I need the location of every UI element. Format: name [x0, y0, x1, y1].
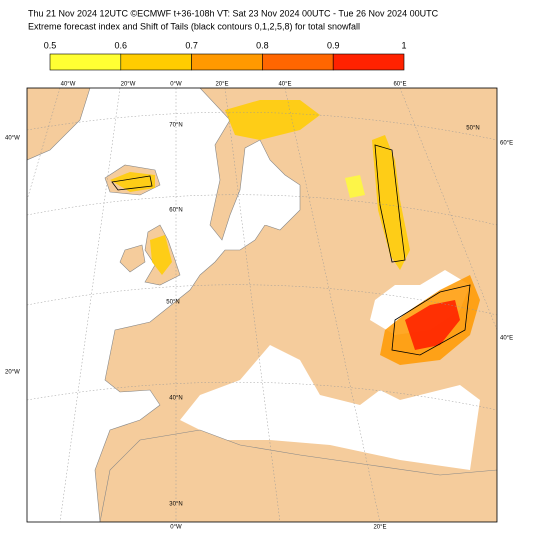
index-area: [405, 300, 460, 350]
graticule-label: 30°N: [169, 502, 182, 508]
colorbar-tick-label: 0.9: [327, 40, 340, 50]
header-line: Thu 21 Nov 2024 12UTC ©ECMWF t+36-108h V…: [28, 8, 439, 18]
graticule-label: 50°N: [466, 126, 479, 132]
graticule-label: 20°E: [373, 525, 386, 531]
water-mediterranean: [180, 345, 480, 470]
graticule-label: 40°W: [5, 136, 20, 142]
colorbar-tick-label: 0.6: [115, 40, 128, 50]
water-baltic: [250, 185, 290, 225]
colorbar-segment: [191, 53, 263, 71]
graticule-label: 40°W: [61, 82, 76, 88]
graticule-label: 60°E: [500, 141, 513, 147]
map-frame: [26, 87, 498, 523]
graticule-label: 20°E: [215, 82, 228, 88]
map: [26, 87, 498, 523]
index-area: [345, 175, 365, 198]
sot-contour: [111, 144, 471, 356]
index-area: [225, 100, 320, 140]
graticule-label: 20°W: [121, 82, 136, 88]
graticule-label: 50°N: [166, 300, 179, 306]
colorbar-segment: [49, 53, 122, 71]
colorbar-tick-label: 0.8: [256, 40, 269, 50]
graticule-label: 40°N: [169, 396, 182, 402]
land-africa: [99, 429, 497, 522]
graticule-label: 0°W: [170, 525, 182, 531]
land-greenland: [27, 88, 91, 161]
graticule-label: 0°W: [170, 82, 182, 88]
colorbar-tick-label: 1: [401, 40, 406, 50]
graticule-labels: 40°W 20°W 0°W 20°E 40°E 60°E 40°W 20°W 60°E 40°E 0…: [5, 82, 513, 531]
colorbar-tick-label: 0.5: [44, 40, 57, 50]
graticule-label: 40°E: [500, 336, 513, 342]
graticule-label: 70°N: [169, 123, 182, 129]
colorbar-segment: [120, 53, 192, 71]
header-line: Extreme forecast index and Shift of Tail…: [28, 21, 360, 31]
graticule-label: 20°W: [5, 370, 20, 376]
colorbar-tick-label: 0.7: [185, 40, 198, 50]
index-area: [372, 135, 410, 270]
colorbar: 0.5 0.6 0.7 0.8 0.9 1: [44, 40, 407, 71]
colorbar-segment: [332, 53, 405, 71]
index-area: [150, 235, 172, 275]
graticule-label: 40°E: [278, 82, 291, 88]
land-ireland: [119, 244, 146, 273]
graticule-label: 60°E: [393, 82, 406, 88]
graticule: [27, 88, 497, 522]
graticule-label: 60°N: [169, 208, 182, 214]
colorbar-segment: [262, 53, 334, 71]
